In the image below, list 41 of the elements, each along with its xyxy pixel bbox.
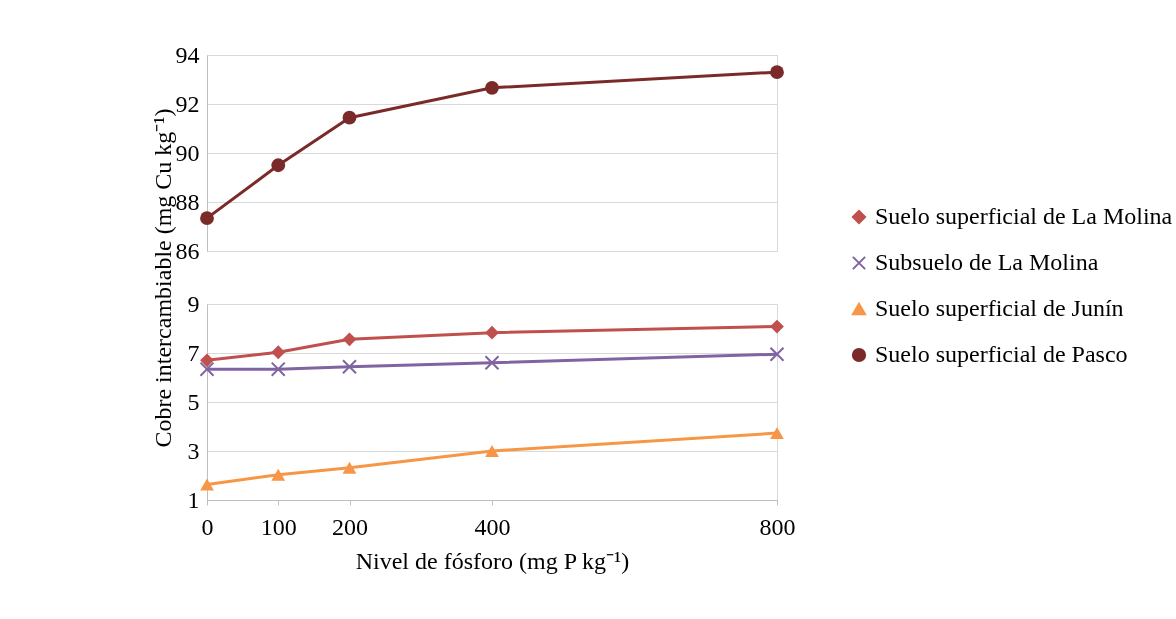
y-tick-label: 90	[175, 139, 200, 166]
y-tick-label: 86	[175, 237, 200, 264]
y-tick-label: 88	[175, 188, 200, 215]
point	[342, 461, 357, 474]
point	[485, 325, 499, 340]
x-tick-label: 400	[474, 513, 511, 540]
y-tick-label: 7	[187, 339, 200, 366]
legend-label: Subsuelo de La Molina	[875, 249, 1099, 275]
point	[342, 332, 357, 347]
legend-label: Suelo superficial de Junín	[875, 295, 1124, 321]
y-tick-label: 1	[187, 486, 200, 513]
point	[770, 65, 784, 80]
x-tick-label: 800	[759, 513, 796, 540]
y-tick-label: 5	[187, 388, 200, 415]
point	[769, 346, 785, 362]
y-tick-label: 92	[175, 90, 200, 117]
point	[485, 80, 499, 95]
point	[199, 361, 215, 377]
y-tick-label: 3	[187, 437, 200, 464]
point	[770, 427, 784, 440]
point	[341, 359, 358, 375]
y-tick-label: 94	[175, 41, 200, 68]
point	[270, 361, 286, 377]
y-axis-title: Cobre intercambiable (mg Cu kg⁻¹)	[149, 108, 176, 448]
point	[271, 158, 286, 173]
x-tick-label: 0	[201, 513, 214, 540]
point	[770, 319, 784, 334]
x-tick-label: 100	[260, 513, 297, 540]
point	[200, 478, 214, 491]
point	[484, 355, 500, 371]
point	[200, 353, 214, 368]
point	[271, 468, 286, 481]
x-tick-label: 200	[332, 513, 368, 540]
point	[342, 110, 357, 125]
point	[485, 445, 499, 457]
legend-label: Suelo superficial de Pasco	[875, 341, 1128, 367]
x-axis-title: Nivel de fósforo (mg P kg⁻¹)	[355, 547, 630, 574]
y-tick-label: 9	[187, 290, 200, 317]
point	[200, 211, 214, 226]
point	[271, 345, 286, 360]
legend-label: Suelo superficial de La Molina	[875, 203, 1173, 229]
